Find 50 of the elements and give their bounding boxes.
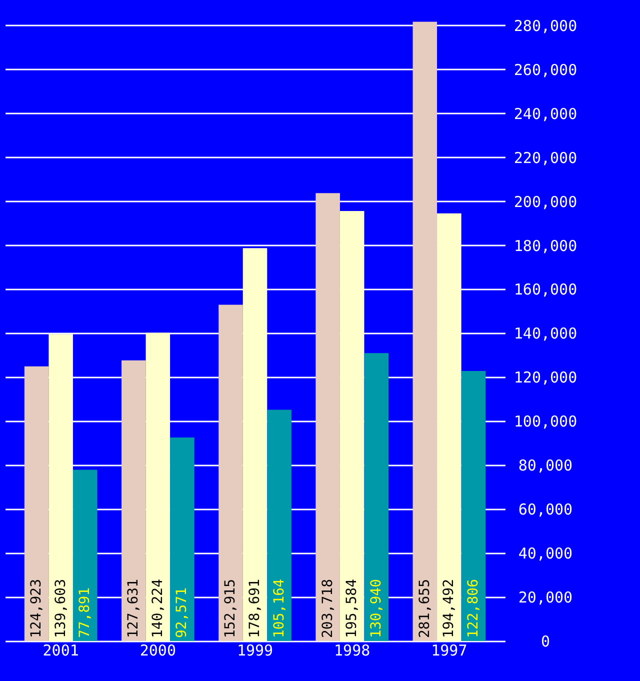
- data-label: 130,940: [368, 578, 384, 638]
- bar: [242, 248, 268, 641]
- y-tick-label: 280,000: [514, 16, 578, 35]
- bar: [170, 437, 194, 641]
- bar: [218, 304, 243, 641]
- data-label: 203,718: [320, 578, 336, 638]
- bar: [437, 213, 462, 641]
- data-label: 178,691: [247, 578, 263, 638]
- y-tick-label: 240,000: [514, 104, 578, 123]
- bar: [122, 360, 146, 641]
- bar: [364, 353, 388, 641]
- y-tick-label: 220,000: [514, 148, 578, 167]
- data-label: 122,806: [465, 578, 482, 638]
- bar: [48, 334, 73, 641]
- bar: [24, 366, 49, 641]
- y-tick-label: 180,000: [514, 236, 578, 255]
- y-tick-label: 60,000: [518, 500, 573, 519]
- bar: [267, 410, 292, 641]
- bar: [412, 22, 438, 641]
- bar: [461, 371, 486, 641]
- y-tick-label: 260,000: [514, 60, 578, 79]
- y-tick-label: 0: [540, 632, 550, 650]
- data-label: 77,891: [77, 587, 94, 638]
- y-tick-label: 80,000: [518, 456, 573, 475]
- data-label: 139,603: [52, 578, 69, 638]
- y-tick-label: 40,000: [518, 544, 573, 563]
- data-label: 195,584: [344, 578, 360, 638]
- bar: [146, 332, 170, 641]
- bar: [72, 470, 98, 641]
- x-tick-label: 2000: [140, 642, 176, 660]
- data-label: 281,655: [416, 578, 433, 638]
- bar: [340, 210, 364, 641]
- x-tick-label: 2001: [42, 642, 79, 660]
- data-label: 152,915: [222, 578, 239, 638]
- y-tick-label: 100,000: [514, 412, 578, 431]
- y-tick-label: 120,000: [514, 368, 578, 387]
- data-label: 140,224: [150, 578, 166, 638]
- y-tick-label: 160,000: [514, 280, 578, 299]
- data-label: 127,631: [126, 578, 142, 638]
- y-tick-label: 140,000: [514, 324, 578, 343]
- data-label: 92,571: [174, 587, 190, 638]
- data-label: 105,164: [271, 578, 288, 638]
- data-label: 194,492: [441, 578, 458, 638]
- y-tick-label: 200,000: [514, 192, 578, 211]
- data-label: 124,923: [28, 578, 45, 638]
- x-tick-label: 1999: [236, 642, 274, 660]
- y-tick-label: 20,000: [518, 588, 573, 607]
- x-tick-label: 1998: [334, 642, 370, 660]
- bar: [316, 193, 340, 641]
- x-tick-label: 1997: [431, 642, 468, 660]
